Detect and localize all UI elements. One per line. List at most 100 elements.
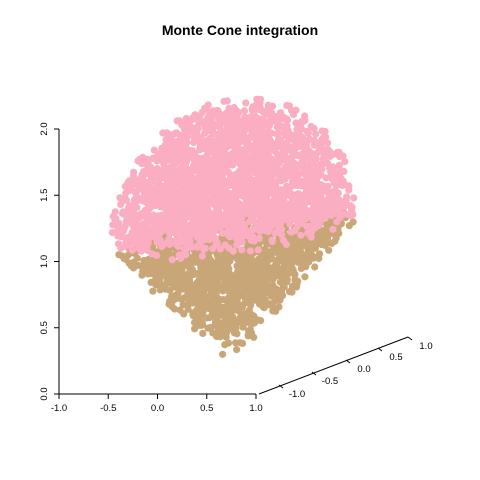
scoop-point xyxy=(233,172,241,180)
scoop-point xyxy=(313,150,321,158)
cone-point xyxy=(285,288,294,296)
scoop-point xyxy=(228,190,236,198)
scoop-point xyxy=(122,235,130,243)
scoop-point xyxy=(196,233,204,241)
scoop-point xyxy=(138,173,146,181)
cone-point xyxy=(269,307,277,315)
scoop-point xyxy=(307,122,315,130)
scoop-point xyxy=(288,209,296,217)
cone-point xyxy=(201,272,210,281)
scoop-point xyxy=(194,163,202,172)
scoop-point xyxy=(130,232,138,241)
scoop-point xyxy=(190,138,198,147)
cone-point xyxy=(187,269,195,277)
cone-point xyxy=(239,339,247,347)
scoop-point xyxy=(163,140,171,148)
scoop-point xyxy=(180,176,189,184)
scoop-point xyxy=(216,245,224,253)
scoop-point xyxy=(149,169,157,177)
scoop-point xyxy=(278,171,286,179)
cone-point xyxy=(263,262,271,270)
y-tick xyxy=(311,371,317,376)
scoop-point xyxy=(336,171,344,179)
scoop-point xyxy=(170,157,178,165)
cone-point xyxy=(297,264,305,272)
scoop-point xyxy=(297,120,305,128)
scoop-point xyxy=(231,214,239,222)
chart-title: Monte Cone integration xyxy=(162,22,318,38)
scoop-point xyxy=(267,116,275,124)
scoop-point xyxy=(151,220,159,228)
scoop-point xyxy=(317,160,325,168)
cone-point xyxy=(272,285,281,293)
scoop-point xyxy=(304,185,312,193)
cone-point xyxy=(286,254,294,262)
scoop-point xyxy=(287,106,296,114)
scoop-point xyxy=(308,222,316,230)
cone-point xyxy=(206,324,214,332)
cone-point xyxy=(188,256,196,264)
cone-point xyxy=(133,254,141,262)
cone-point xyxy=(305,252,313,260)
scoop-point xyxy=(129,227,137,235)
scoop-point xyxy=(304,229,312,237)
scoop-point xyxy=(194,125,202,133)
scoop-point xyxy=(287,182,295,190)
cone-point xyxy=(311,263,319,271)
cone-point xyxy=(219,350,227,358)
cone-point xyxy=(267,292,275,300)
cone-point xyxy=(216,319,224,327)
scoop-point xyxy=(293,177,301,185)
scoop-point xyxy=(271,147,279,155)
cone-point xyxy=(213,331,221,340)
scoop-point xyxy=(142,181,150,189)
cone-point xyxy=(240,320,248,328)
cone-point xyxy=(298,250,306,258)
scoop-point xyxy=(215,109,223,117)
scoop-point xyxy=(130,202,138,210)
cone-point xyxy=(174,283,182,291)
scoop-point xyxy=(196,239,204,247)
scoop-point xyxy=(161,154,169,162)
scoop-point xyxy=(145,215,153,223)
cone-point xyxy=(275,303,283,311)
scoop-point xyxy=(111,208,119,216)
scoop-point xyxy=(180,150,188,158)
scoop-point xyxy=(255,179,263,187)
scoop-point xyxy=(219,189,227,198)
scoop-point xyxy=(291,227,299,235)
scoop-point xyxy=(119,208,127,216)
scoop-point xyxy=(135,224,143,232)
scoop-point xyxy=(286,192,294,200)
scoop-point xyxy=(346,202,354,210)
scoop-point xyxy=(281,156,289,164)
scoop-point xyxy=(112,215,120,223)
y-tick xyxy=(278,384,284,389)
scoop-point xyxy=(148,250,156,258)
cone-point xyxy=(185,286,193,294)
scoop-point xyxy=(137,229,145,237)
scoop-point xyxy=(224,117,232,125)
cone-point xyxy=(289,282,297,290)
scoop-point xyxy=(240,184,248,192)
scoop-point xyxy=(121,223,129,231)
scoop-point xyxy=(132,175,140,184)
scoop-point xyxy=(229,247,237,255)
cone-point xyxy=(212,284,220,292)
scoop-point xyxy=(339,203,347,211)
scoop-point xyxy=(275,187,283,195)
scoop-point xyxy=(291,144,299,152)
scoop-point xyxy=(303,222,311,231)
scoop-point xyxy=(246,247,254,255)
cone-point xyxy=(204,255,212,263)
scoop-point xyxy=(327,211,335,219)
scoop-point xyxy=(317,191,325,199)
cone-point xyxy=(161,258,169,266)
scoop-point xyxy=(277,177,285,185)
scoop-point xyxy=(168,195,176,203)
scoop-point xyxy=(260,119,268,127)
scoop-point xyxy=(257,170,266,178)
scoop-point xyxy=(260,130,268,138)
scoop-point xyxy=(143,155,151,163)
scoop-point xyxy=(181,203,189,211)
